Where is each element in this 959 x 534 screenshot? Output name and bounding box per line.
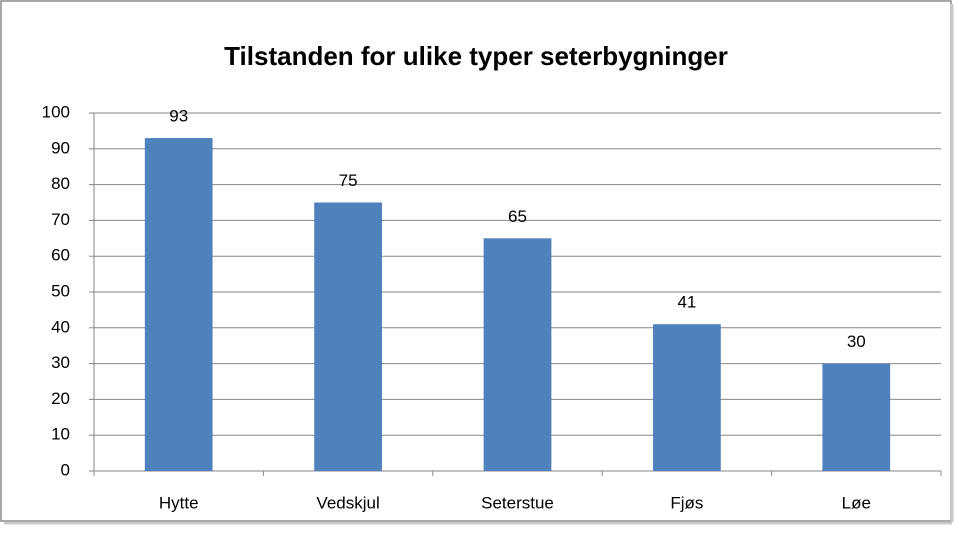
data-label: 93 (169, 107, 188, 126)
bar (314, 202, 382, 471)
y-tick-label: 50 (51, 281, 70, 300)
y-tick-label: 40 (51, 317, 70, 336)
y-tick-label: 60 (51, 246, 70, 265)
y-tick-label: 100 (42, 102, 70, 121)
y-tick-label: 90 (51, 138, 70, 157)
bar (653, 324, 721, 471)
x-tick-label: Fjøs (670, 493, 703, 512)
bar (483, 238, 552, 471)
chart-title: Tilstanden for ulike typer seterbygninge… (224, 41, 728, 71)
x-tick-label: Hytte (159, 493, 199, 512)
y-tick-label: 0 (61, 460, 70, 479)
y-tick-label: 20 (51, 389, 70, 408)
data-label: 75 (339, 171, 358, 190)
bar (144, 138, 213, 471)
data-label: 65 (508, 207, 527, 226)
x-tick-label: Løe (842, 493, 871, 512)
bar (822, 363, 891, 471)
y-tick-label: 10 (51, 425, 70, 444)
y-tick-label: 30 (51, 353, 70, 372)
y-tick-label: 80 (51, 174, 70, 193)
x-tick-label: Seterstue (481, 493, 554, 512)
y-tick-label: 70 (51, 210, 70, 229)
data-label: 41 (677, 293, 696, 312)
x-tick-label: Vedskjul (316, 493, 379, 512)
chart-frame (0, 0, 952, 522)
data-label: 30 (847, 332, 866, 351)
